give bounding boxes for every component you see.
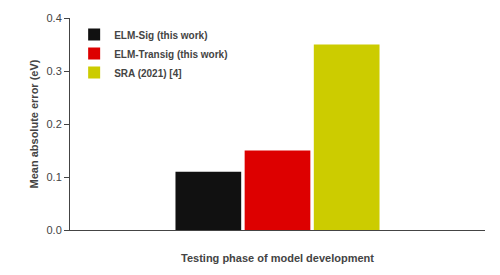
svg-text:0.0: 0.0 — [47, 224, 62, 236]
svg-text:0.4: 0.4 — [47, 12, 62, 24]
svg-text:SRA (2021) [4]: SRA (2021) [4] — [114, 68, 181, 79]
svg-text:0.3: 0.3 — [47, 65, 62, 77]
svg-text:Testing phase of model develop: Testing phase of model development — [181, 252, 374, 264]
svg-text:0.1: 0.1 — [47, 171, 62, 183]
svg-text:0.2: 0.2 — [47, 118, 62, 130]
svg-text:Mean absolute error (eV): Mean absolute error (eV) — [28, 59, 40, 188]
svg-text:ELM-Transig (this work): ELM-Transig (this work) — [114, 49, 227, 60]
svg-text:ELM-Sig (this work): ELM-Sig (this work) — [114, 30, 207, 41]
